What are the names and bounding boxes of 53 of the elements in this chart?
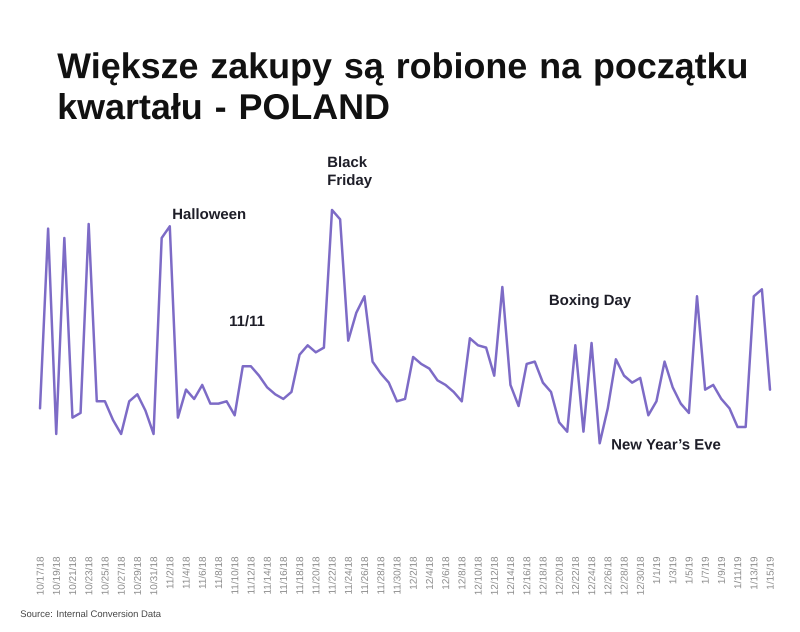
x-tick-label: 11/8/18 [214, 556, 222, 588]
x-tick-label: 12/4/18 [426, 556, 433, 589]
x-tick-label: 10/25/18 [101, 556, 109, 594]
x-tick-label: 11/22/18 [328, 556, 336, 594]
x-tick-label: 11/6/18 [198, 556, 206, 588]
x-tick-label: 12/16/18 [523, 556, 530, 594]
x-tick-label: 12/18/18 [539, 556, 547, 594]
x-tick-label: 12/14/18 [506, 556, 514, 594]
annotation: 11/11 [230, 315, 264, 326]
x-tick-label: 10/31/18 [150, 556, 158, 594]
annotation: New Year’s Eve [612, 439, 720, 450]
chart-title: Większe zakupy są robione na początku kwartału - POLAND [57, 52, 746, 120]
x-tick-label: 1/3/19 [669, 556, 676, 584]
x-tick-label: 10/21/18 [68, 556, 76, 594]
x-tick-label: 1/1/19 [652, 556, 660, 584]
x-tick-label: 11/2/18 [166, 556, 174, 588]
x-tick-label: 12/26/18 [604, 556, 612, 594]
x-tick-label: 12/10/18 [474, 556, 482, 594]
annotation: Boxing Day [550, 294, 632, 308]
x-tick-label: 10/27/18 [117, 556, 125, 594]
x-tick-label: 1/5/19 [685, 556, 693, 584]
x-tick-label: 11/12/18 [247, 556, 255, 594]
x-tick-label: 10/17/18 [36, 556, 44, 594]
source-note: Source: Internal Conversion Data [20, 610, 162, 618]
x-tick-label: 12/2/18 [409, 556, 417, 589]
x-tick-label: 10/23/18 [85, 556, 92, 594]
x-tick-label: 12/28/18 [620, 556, 628, 594]
x-tick-label: 1/15/19 [766, 556, 774, 589]
x-tick-label: 10/29/18 [134, 556, 141, 594]
x-tick-label: 1/11/19 [734, 556, 742, 588]
annotation: Halloween [173, 208, 246, 220]
x-tick-label: 11/18/18 [296, 556, 304, 594]
x-tick-label: 11/10/18 [231, 556, 238, 594]
x-tick-label: 12/22/18 [572, 556, 579, 594]
x-tick-label: 1/9/19 [718, 556, 725, 584]
x-tick-label: 12/8/18 [458, 556, 466, 589]
x-tick-label: 11/28/18 [377, 556, 384, 594]
x-tick-label: 11/26/18 [360, 556, 368, 594]
x-tick-label: 11/14/18 [263, 556, 271, 594]
x-tick-label: 11/30/18 [393, 556, 401, 594]
x-tick-label: 11/4/18 [182, 556, 190, 588]
x-tick-label: 11/16/18 [280, 556, 287, 594]
x-tick-label: 12/30/18 [636, 556, 644, 594]
x-tick-label: 12/20/18 [555, 556, 563, 594]
text: Black Friday [328, 156, 372, 188]
x-tick-label: 12/24/18 [588, 556, 596, 594]
x-tick-label: 12/12/18 [490, 556, 498, 594]
x-tick-label: 11/20/18 [312, 556, 320, 594]
x-tick-label: 1/7/19 [701, 556, 709, 584]
x-tick-label: 11/24/18 [344, 556, 352, 594]
x-tick-label: 10/19/18 [52, 556, 60, 594]
x-tick-label: 12/6/18 [442, 556, 450, 589]
x-tick-label: 1/13/19 [750, 556, 758, 589]
